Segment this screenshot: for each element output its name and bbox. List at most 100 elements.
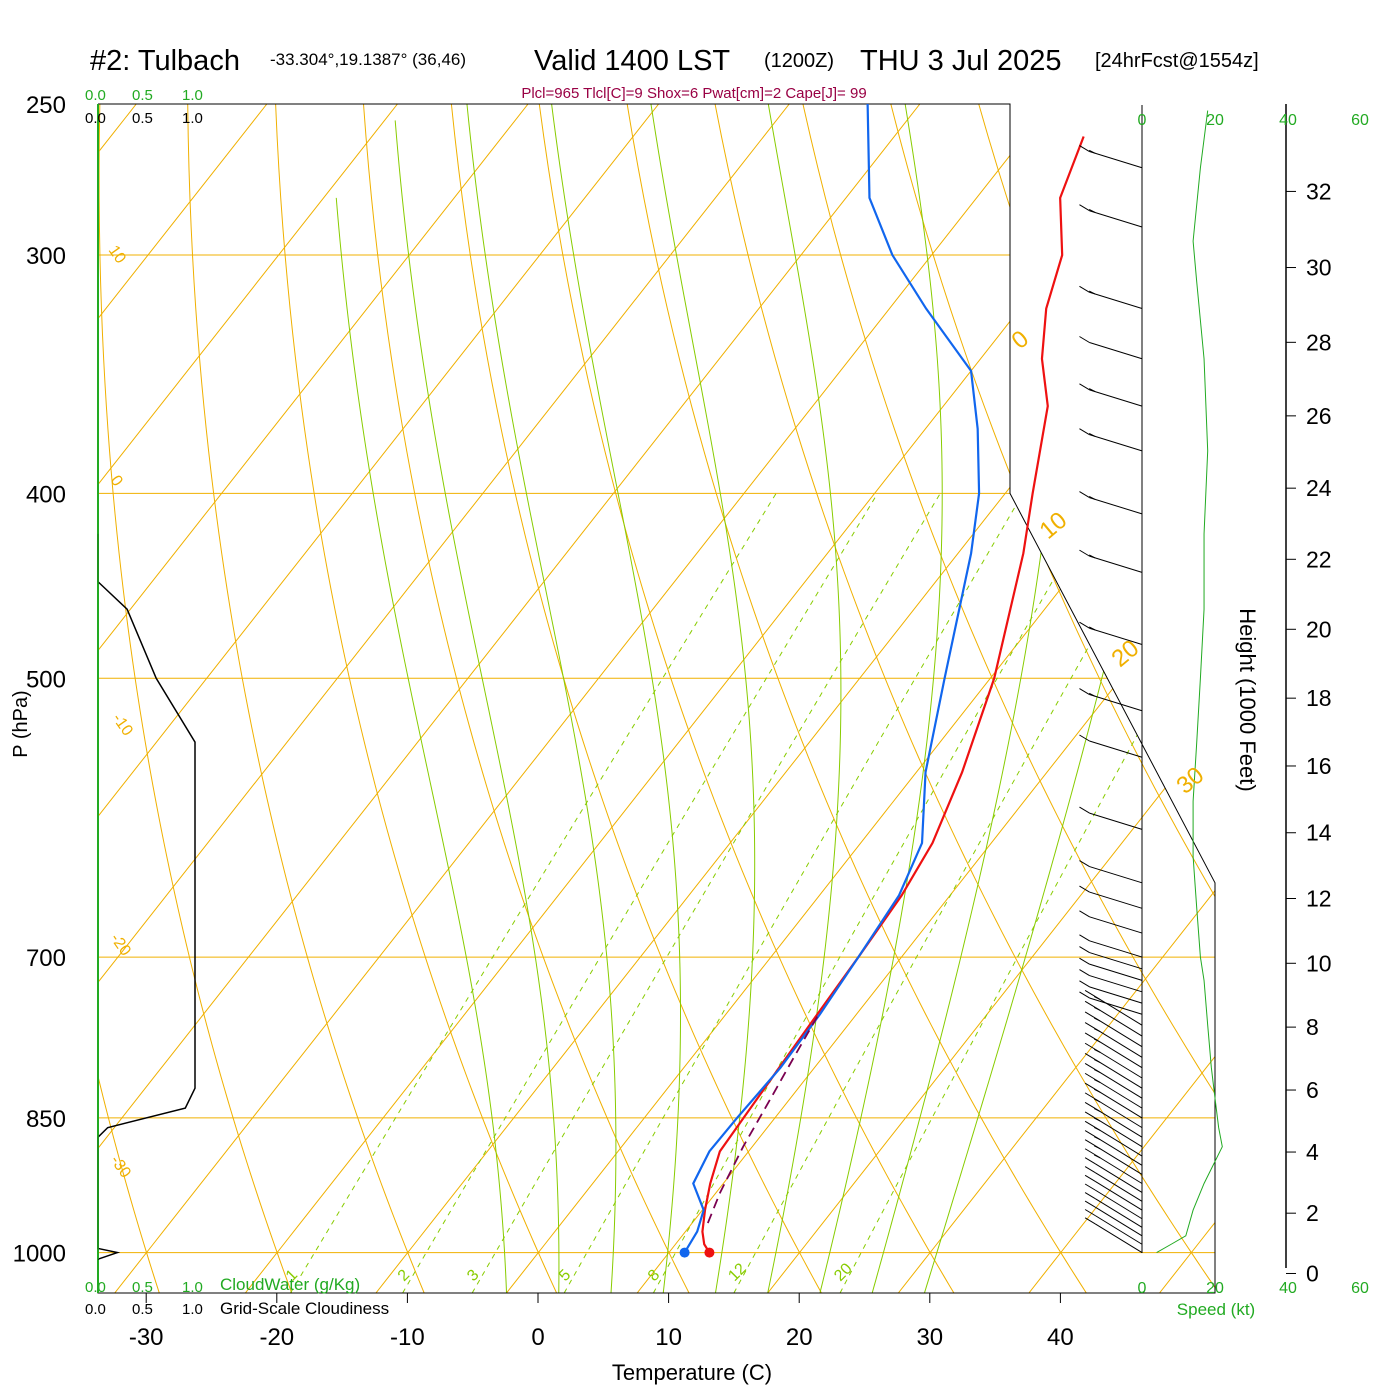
- wind-barb-flag: [1084, 1157, 1096, 1165]
- cloudwater-scale-2-bottom: 1.0: [182, 1279, 203, 1296]
- wind-barb-flag: [1084, 1022, 1096, 1029]
- wind-barb-staff: [1089, 940, 1143, 958]
- wind-barb-half: [1094, 1136, 1101, 1141]
- moist-adiabat-32: [923, 104, 1204, 1293]
- wind-barb-staff: [1089, 866, 1143, 884]
- isotherm-20: [767, 104, 1215, 1293]
- dry-adiabat--30: [98, 104, 160, 1293]
- wind-barb-flag: [1084, 1209, 1096, 1216]
- cloud-scale-top: 0.0 0.5 1.0 0.0 0.5 1.0: [85, 87, 203, 127]
- wind-barb-staff: [1094, 1172, 1143, 1202]
- wind-barb-flag: [1084, 1102, 1096, 1109]
- wind-barb-flag: [1084, 1092, 1096, 1100]
- mixing-ratio-1: [289, 493, 777, 1293]
- isotherm--20: [244, 104, 1182, 1293]
- isotherm--60: [98, 104, 660, 1293]
- temperature-tick--20: -20: [259, 1324, 294, 1351]
- mixing-ratio-12: [733, 493, 1176, 1293]
- cloudwater-scale-1-bottom: 0.5: [132, 1279, 153, 1296]
- dry-adiabat-40: [626, 104, 1087, 1293]
- wind-barb-half: [1088, 432, 1096, 437]
- temperature-tick-40: 40: [1047, 1324, 1074, 1351]
- wind-barb-half: [1088, 149, 1096, 154]
- pressure-tick-250: 250: [26, 92, 66, 119]
- wind-barb-flag: [1084, 1082, 1096, 1090]
- wind-barb-flag: [1084, 1032, 1096, 1040]
- wind-barb-staff: [1094, 1006, 1143, 1037]
- isotherm--80: [98, 104, 398, 1293]
- wind-barb-flag: [1084, 1130, 1096, 1137]
- wind-barb-staff: [1094, 996, 1143, 1026]
- y-axis-label: P (hPa): [10, 690, 32, 757]
- isotherm--110: [0, 104, 6, 1293]
- height-tick-12: 12: [1306, 886, 1332, 912]
- wind-barb-staff: [1089, 963, 1143, 981]
- wind-barb-flag: [1084, 1120, 1096, 1128]
- height-tick-10: 10: [1306, 950, 1332, 976]
- thermo-background: [0, 104, 1215, 1293]
- speed-tick-top-20: 20: [1206, 112, 1224, 129]
- station-coords: -33.304°,19.1387° (36,46): [270, 50, 466, 69]
- height-tick-4: 4: [1306, 1139, 1319, 1165]
- wind-barb-flag: [1079, 885, 1090, 893]
- wind-barb-half: [1094, 1117, 1101, 1122]
- mixing-ratio-3: [471, 493, 941, 1293]
- wind-barb-flag: [1079, 934, 1090, 942]
- wind-barb-flag: [1079, 806, 1090, 814]
- moist-adiabat-12: [551, 104, 682, 1293]
- wind-barb-staff: [1089, 389, 1143, 407]
- wind-barb-staff: [1089, 291, 1143, 310]
- height-tick-2: 2: [1306, 1200, 1319, 1226]
- wind-barb-half: [1088, 209, 1096, 213]
- wind-barb-staff: [1089, 342, 1143, 360]
- height-tick-30: 30: [1306, 255, 1332, 281]
- wind-speed-line: [1156, 110, 1223, 1254]
- wind-barb-flag: [1084, 1042, 1096, 1050]
- wind-barb-flag: [1084, 1139, 1096, 1147]
- wind-barb-staff: [1094, 1198, 1143, 1228]
- wind-barb-staff: [1094, 1180, 1143, 1211]
- wind-barb-flag: [1084, 1166, 1096, 1173]
- cloudiness-scale-0-bottom: 0.0: [85, 1301, 106, 1318]
- temperature-tick--10: -10: [390, 1324, 425, 1351]
- isotherm--10: [375, 104, 1215, 1293]
- speed-axis-bottom: 0 20 40 60 Speed (kt): [1138, 1280, 1369, 1319]
- wind-barb-flag: [1084, 1063, 1096, 1070]
- wind-barb-half: [1094, 1059, 1101, 1063]
- wind-barb-staff: [1089, 434, 1143, 452]
- mixing-ratio-2: [402, 493, 878, 1293]
- height-tick-0: 0: [1306, 1260, 1319, 1286]
- wind-barb-flag: [1079, 991, 1090, 999]
- wind-barb-staff: [1094, 1126, 1143, 1157]
- moist-adiabat-28: [871, 104, 1063, 1293]
- axis-tick-labels: 1 2 3 5 8 12 20100-10-20-300102030100085070050…: [13, 92, 1332, 1351]
- wind-barb-staff: [1089, 151, 1143, 169]
- dry-adiabat-label-0: 0: [1007, 325, 1035, 354]
- wind-barb-flag: [1079, 734, 1090, 742]
- wind-barb-flag: [1084, 1174, 1096, 1182]
- wind-barb-flag: [1084, 990, 1096, 997]
- dry-adiabat-70: [890, 104, 1215, 1293]
- mixing-ratio-5: [563, 493, 1024, 1293]
- isotherm--30: [114, 104, 1051, 1293]
- cloudiness-scale-2: 1.0: [182, 110, 203, 127]
- speed-tick-bottom-60: 60: [1351, 1280, 1369, 1297]
- wind-barb-staff: [1089, 555, 1143, 573]
- cloudwater-scale-1: 0.5: [132, 87, 153, 104]
- height-tick-26: 26: [1306, 403, 1332, 429]
- wind-barb-half: [1088, 626, 1096, 631]
- wind-barb-flag: [1079, 383, 1090, 391]
- speed-axis-label: Speed (kt): [1177, 1300, 1255, 1319]
- cloudwater-scale-0: 0.0: [85, 87, 106, 104]
- wind-panel: [1079, 110, 1223, 1254]
- dry-adiabat-80: [978, 104, 1215, 1293]
- wind-barb-flag: [1079, 145, 1090, 152]
- dry-adiabat-50: [714, 104, 1215, 1293]
- isotherm--70: [98, 104, 529, 1293]
- cloudiness-label: Grid-Scale Cloudiness: [220, 1299, 389, 1318]
- wind-barb-flag: [1079, 957, 1090, 965]
- wind-barb-half: [1094, 1048, 1101, 1053]
- dry-adiabat-60: [802, 104, 1215, 1293]
- wind-barb-flag: [1084, 1052, 1096, 1060]
